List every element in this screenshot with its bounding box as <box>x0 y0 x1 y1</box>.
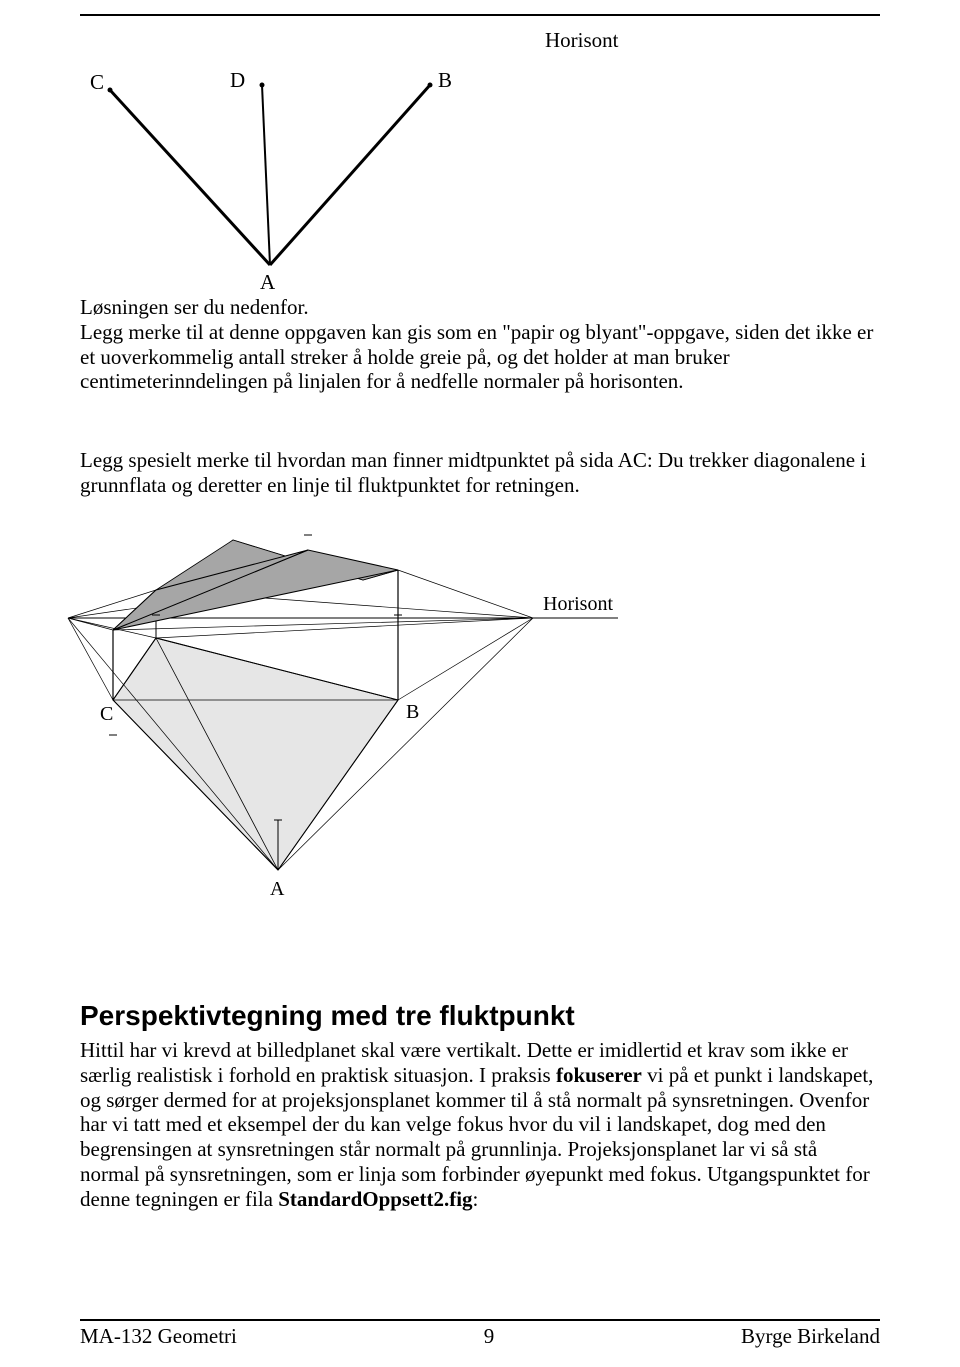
p3-b: fokuserer <box>556 1063 642 1087</box>
fig1-label-d: D <box>230 68 245 93</box>
footer: MA-132 Geometri 9 Byrge Birkeland <box>80 1324 880 1349</box>
p3-e: : <box>473 1187 479 1211</box>
paragraph-1: Løsningen ser du nedenfor. Legg merke ti… <box>80 295 880 394</box>
p3-d: StandardOppsett2.fig <box>278 1187 472 1211</box>
figure-1: C D B A <box>80 60 460 290</box>
fig1-label-b: B <box>438 68 452 93</box>
horizon-label-top: Horisont <box>545 28 619 53</box>
bottom-rule <box>80 1319 880 1321</box>
figure-2: Horisont C B A <box>78 520 638 900</box>
top-rule <box>80 14 880 16</box>
p1-line1: Løsningen ser du nedenfor. <box>80 295 309 319</box>
fig2-horizon-label: Horisont <box>543 593 613 615</box>
paragraph-3: Hittil har vi krevd at billedplanet skal… <box>80 1038 880 1211</box>
footer-right: Byrge Birkeland <box>741 1324 880 1349</box>
fig2-label-b: B <box>406 701 419 723</box>
footer-center: 9 <box>484 1324 495 1349</box>
footer-left: MA-132 Geometri <box>80 1324 237 1349</box>
fig2-label-c: C <box>100 703 113 725</box>
p1-rest: Legg merke til at denne oppgaven kan gis… <box>80 320 873 394</box>
fig1-label-c: C <box>90 70 104 95</box>
section-heading: Perspektivtegning med tre fluktpunkt <box>80 1000 575 1032</box>
paragraph-2: Legg spesielt merke til hvordan man finn… <box>80 448 880 498</box>
fig1-label-a: A <box>260 270 275 295</box>
fig2-label-a: A <box>270 878 285 900</box>
